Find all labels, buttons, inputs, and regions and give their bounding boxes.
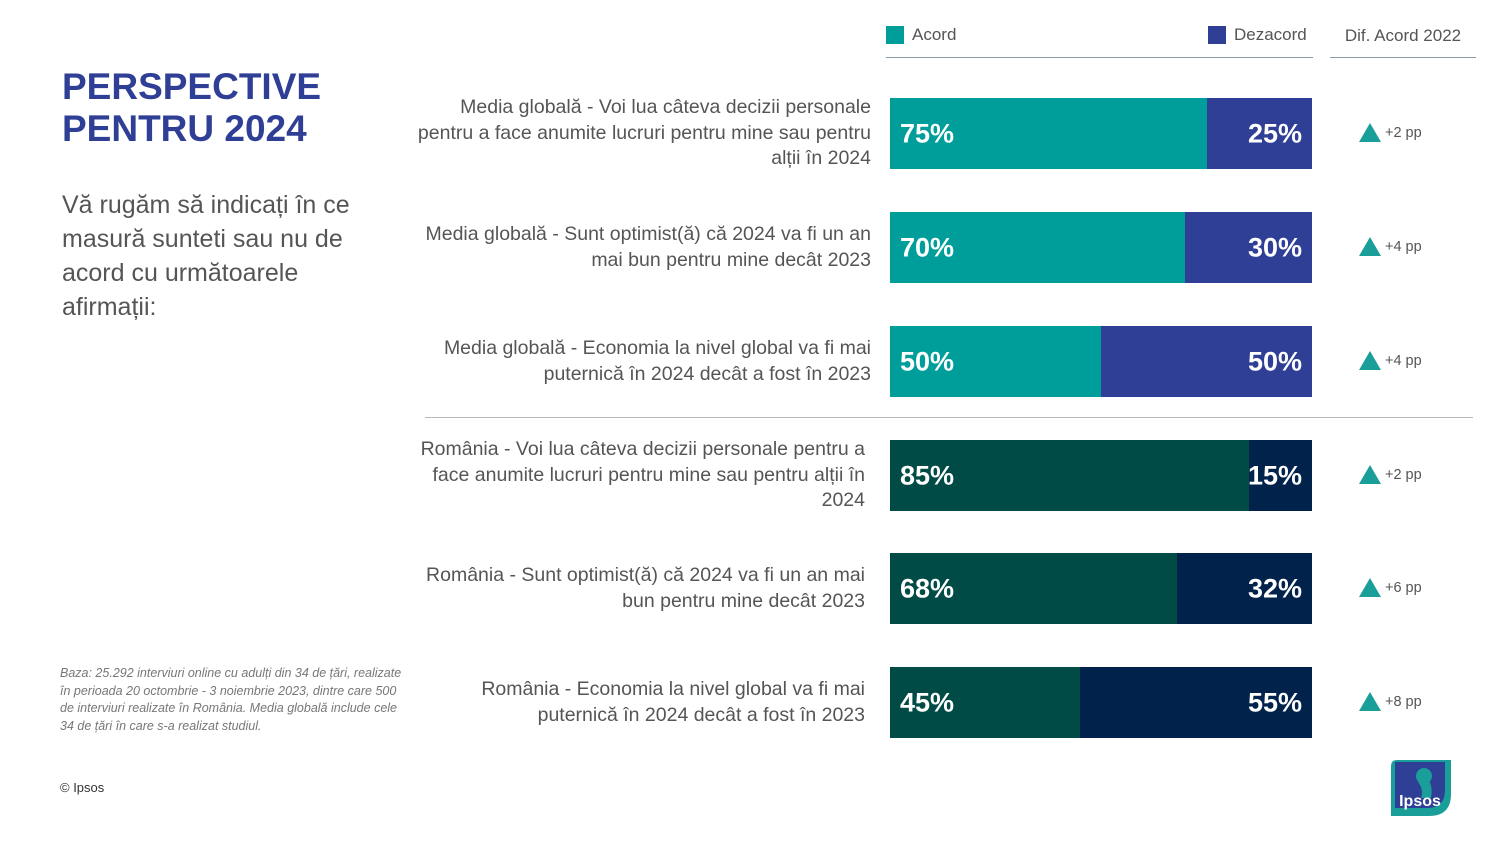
legend-item-acord: Acord: [886, 25, 956, 45]
footnote: Baza: 25.292 interviuri online cu adulți…: [60, 666, 402, 733]
diff-indicator: +2 pp: [1359, 123, 1422, 142]
ipsos-logo: Ipsos: [1391, 760, 1451, 816]
diff-column-header: Dif. Acord 2022: [1344, 26, 1462, 45]
row-label: România - Voi lua câteva decizii persona…: [420, 438, 865, 511]
row-label: România - Sunt optimist(ă) că 2024 va fi…: [426, 564, 865, 612]
logo-text: Ipsos: [1399, 793, 1441, 810]
data-label-acord: 75%: [900, 118, 955, 148]
bar-segment-acord: 70%: [890, 212, 1186, 283]
data-label-acord: 70%: [900, 232, 955, 262]
data-label-dezacord: 55%: [1247, 687, 1302, 717]
diff-indicator: +4 pp: [1359, 351, 1422, 370]
copyright: © Ipsos: [60, 780, 105, 795]
diff-indicator: +8 pp: [1359, 692, 1422, 711]
data-label-dezacord: 50%: [1247, 346, 1302, 376]
diff-value: +6 pp: [1385, 579, 1422, 596]
legend-label-dezacord: Dezacord: [1234, 25, 1307, 44]
diff-indicator: +6 pp: [1359, 578, 1422, 597]
data-label-dezacord: 30%: [1247, 232, 1302, 262]
diff-value: +2 pp: [1385, 124, 1422, 141]
up-triangle-icon: [1359, 351, 1381, 370]
page-title: PERSPECTIVE PENTRU 2024: [62, 66, 322, 149]
bar-segment-acord: 68%: [890, 553, 1177, 624]
bar-segment-acord: 85%: [890, 440, 1249, 511]
data-label-acord: 45%: [900, 687, 955, 717]
bar-segment-dezacord: 30%: [1185, 212, 1312, 283]
data-label-dezacord: 25%: [1247, 118, 1302, 148]
row-label: România - Economia la nivel global va fi…: [481, 678, 865, 726]
bar-row: 50% 50%: [890, 326, 1312, 397]
data-label-dezacord: 32%: [1247, 573, 1302, 603]
legend-swatch-acord: [886, 26, 904, 44]
bar-segment-dezacord: 15%: [1247, 440, 1312, 511]
up-triangle-icon: [1359, 692, 1381, 711]
diff-header-underline: [1330, 57, 1476, 58]
data-label-dezacord: 15%: [1247, 460, 1302, 490]
data-label-acord: 68%: [900, 573, 955, 603]
up-triangle-icon: [1359, 123, 1381, 142]
legend-item-dezacord: Dezacord: [1208, 25, 1307, 45]
diff-value: +8 pp: [1385, 693, 1422, 710]
bar-segment-dezacord: 32%: [1176, 553, 1312, 624]
bar-row: 45% 55%: [890, 667, 1312, 738]
bar-segment-dezacord: 55%: [1079, 667, 1312, 738]
bar-segment-acord: 50%: [890, 326, 1101, 397]
row-label: Media globală - Sunt optimist(ă) că 2024…: [425, 223, 871, 271]
up-triangle-icon: [1359, 465, 1381, 484]
question-text: Vă rugăm să indicați în ce masură suntet…: [62, 191, 350, 321]
bar-segment-acord: 75%: [890, 98, 1207, 169]
up-triangle-icon: [1359, 237, 1381, 256]
bar-row: 75% 25%: [890, 98, 1312, 169]
group-separator: [425, 417, 1473, 418]
diff-value: +4 pp: [1385, 238, 1422, 255]
bar-row: 70% 30%: [890, 212, 1312, 283]
legend-swatch-dezacord: [1208, 26, 1226, 44]
bar-row: 85% 15%: [890, 440, 1312, 511]
diff-value: +2 pp: [1385, 466, 1422, 483]
up-triangle-icon: [1359, 578, 1381, 597]
data-label-acord: 85%: [900, 460, 955, 490]
bar-segment-dezacord: 50%: [1101, 326, 1312, 397]
bar-segment-acord: 45%: [890, 667, 1080, 738]
legend-label-acord: Acord: [912, 25, 957, 44]
row-label: Media globală - Voi lua câteva decizii p…: [417, 96, 871, 169]
diff-indicator: +2 pp: [1359, 465, 1422, 484]
data-label-acord: 50%: [900, 346, 955, 376]
diff-indicator: +4 pp: [1359, 237, 1422, 256]
bar-segment-dezacord: 25%: [1206, 98, 1312, 169]
bar-row: 68% 32%: [890, 553, 1312, 624]
legend-underline: [886, 57, 1313, 58]
row-label: Media globală - Economia la nivel global…: [443, 337, 871, 385]
diff-value: +4 pp: [1385, 352, 1422, 369]
